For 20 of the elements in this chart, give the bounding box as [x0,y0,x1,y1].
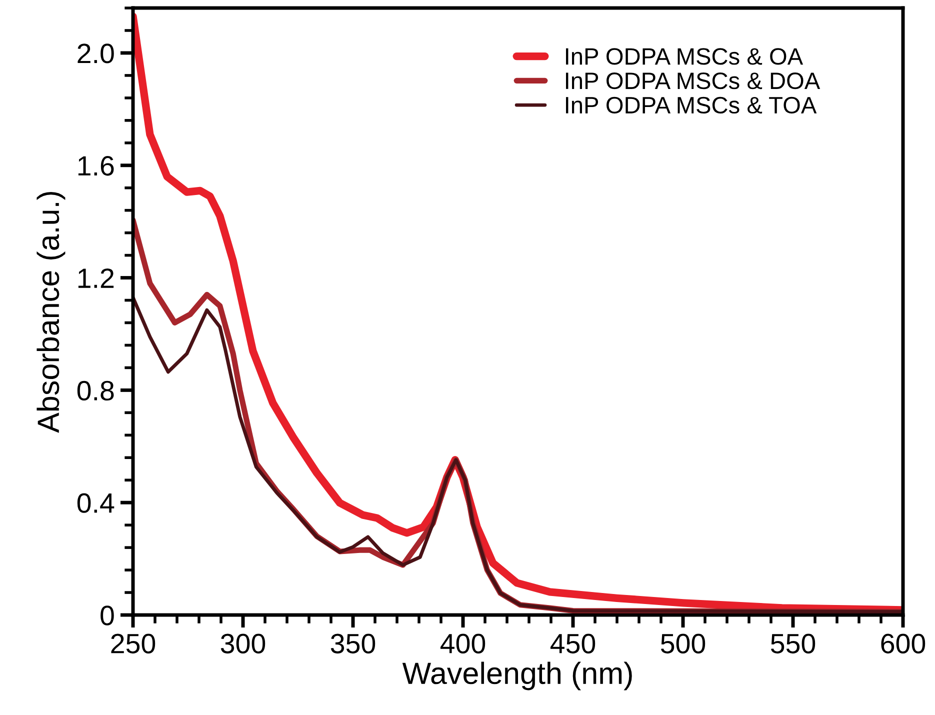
line-series [133,296,903,614]
legend-label: InP ODPA MSCs & DOA [566,72,820,90]
y-axis-title: Absorbance (a.u.) [36,192,66,433]
x-tick-label: 400 [440,634,486,654]
y-tick-label: 0.4 [77,493,114,513]
x-tick-label: 250 [111,634,156,654]
y-tick-label: 2.0 [78,44,114,64]
x-tick-label: 550 [770,634,816,654]
x-tick-label: 300 [220,634,266,654]
y-tick-label: 0 [100,606,114,626]
legend-label: InP ODPA MSCs & OA [566,48,804,65]
x-tick-label: 450 [550,634,596,654]
y-tick-label: 1.2 [78,268,114,288]
x-axis-title: Wavelength (nm) [402,662,632,690]
y-tick-label: 1.6 [78,156,114,176]
x-tick-label: 500 [660,634,706,654]
x-tick-label: 350 [330,634,376,654]
x-tick-label: 600 [881,634,926,654]
legend-label: InP ODPA MSCs & TOA [566,96,817,114]
y-tick-label: 0.8 [77,380,114,401]
